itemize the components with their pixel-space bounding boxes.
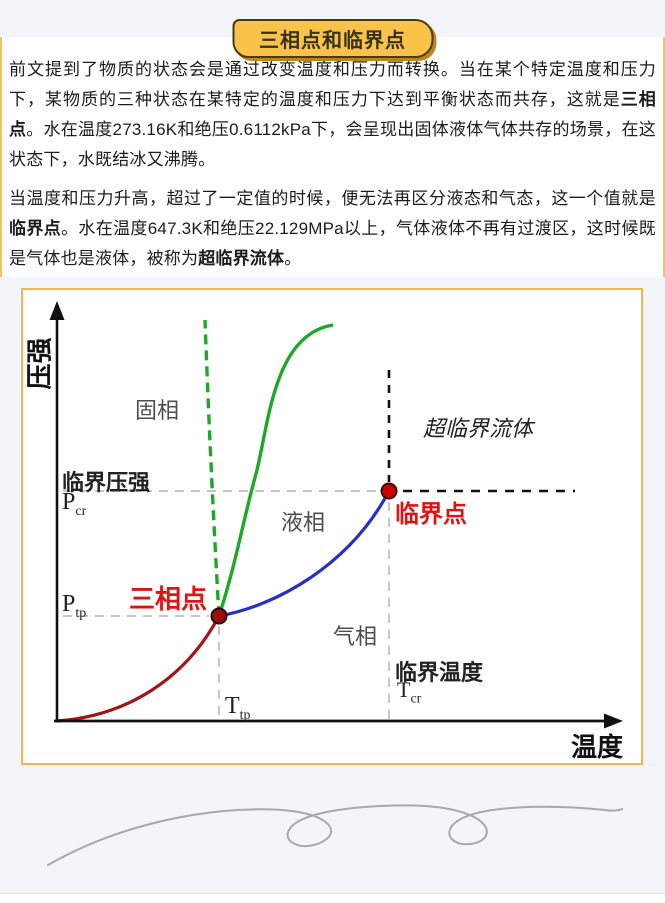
critical-point-dot [380, 482, 398, 500]
critical-temperature-label: 临界温度 [395, 660, 484, 685]
y-axis-label: 压强 [24, 337, 55, 390]
p-tp-symbol: Ptp [62, 591, 86, 622]
triple-point-dot [210, 607, 228, 625]
critical-pressure-label: 临界压强 [62, 470, 151, 495]
p-tp-sub: tp [75, 605, 87, 621]
t-cr-symbol: Tcr [397, 677, 421, 707]
fusion-curve-solid [217, 323, 334, 617]
p-tp-main: P [62, 591, 76, 617]
fusion-curve-dashed [203, 319, 221, 617]
t-tp-symbol: Ttp [225, 693, 251, 724]
paragraph-critical-point: 当温度和压力升高，超过了一定值的时候，便无法再区分液态和气态，这一个值就是临界点… [9, 189, 657, 268]
phase-diagram-card: 压强 温度 固相 液相 气相 超临界流体 临界点 三相点 临界压强 临界温度 P… [21, 288, 643, 765]
t-tp-main: T [225, 693, 240, 719]
squiggle-divider-icon [47, 804, 623, 866]
paragraph-triple-point: 前文提到了物质的状态会是通过改变温度和压力而转换。当在某个特定温度和压力下，某物… [9, 60, 656, 169]
region-label-supercritical: 超临界流体 [423, 416, 534, 441]
p-cr-symbol: Pcr [62, 489, 86, 520]
sublimation-curve [56, 615, 221, 723]
vaporization-curve [218, 490, 391, 618]
p-cr-main: P [62, 489, 76, 515]
phase-diagram-svg [49, 301, 623, 729]
t-cr-main: T [397, 677, 411, 702]
triple-point-label: 三相点 [129, 584, 208, 614]
x-axis-arrow-icon [604, 713, 623, 729]
x-axis-label: 温度 [571, 732, 624, 762]
footer-divider [0, 893, 665, 903]
y-axis-arrow-icon [49, 301, 65, 320]
title-badge: 三相点和临界点 [232, 19, 433, 58]
region-label-gas: 气相 [333, 624, 378, 649]
t-cr-sub: cr [410, 691, 422, 707]
region-label-liquid: 液相 [281, 510, 326, 535]
critical-point-label: 临界点 [395, 501, 467, 528]
article-body: 前文提到了物质的状态会是通过改变温度和压力而转换。当在某个特定温度和压力下，某物… [0, 37, 665, 277]
p-cr-sub: cr [75, 503, 87, 519]
t-tp-sub: tp [239, 707, 251, 723]
region-label-solid: 固相 [135, 398, 180, 423]
